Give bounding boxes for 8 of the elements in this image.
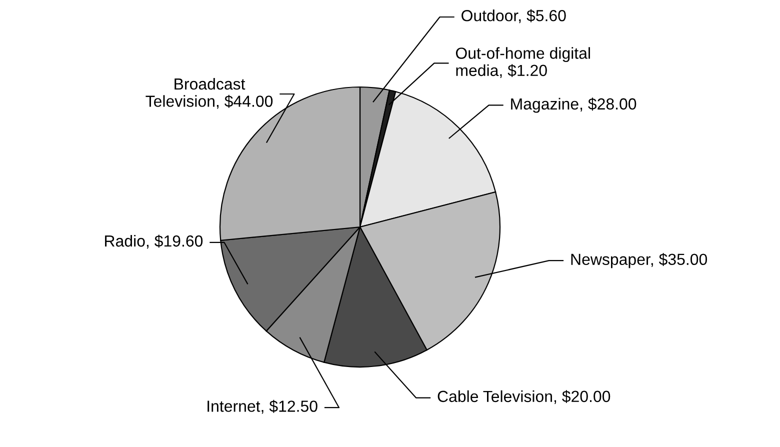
slice-label: Broadcast Television, $44.00	[146, 78, 273, 109]
slice-label: Outdoor, $5.60	[462, 9, 566, 24]
slice-label: Out-of-home digital media, $1.20	[456, 47, 590, 78]
slice-label: Magazine, $28.00	[511, 98, 636, 113]
slice-label: Radio, $19.60	[105, 234, 203, 249]
slice-label: Cable Television, $20.00	[438, 390, 610, 404]
slice-label: Internet, $12.50	[208, 400, 318, 414]
slice-label: Newspaper, $35.00	[571, 253, 708, 268]
